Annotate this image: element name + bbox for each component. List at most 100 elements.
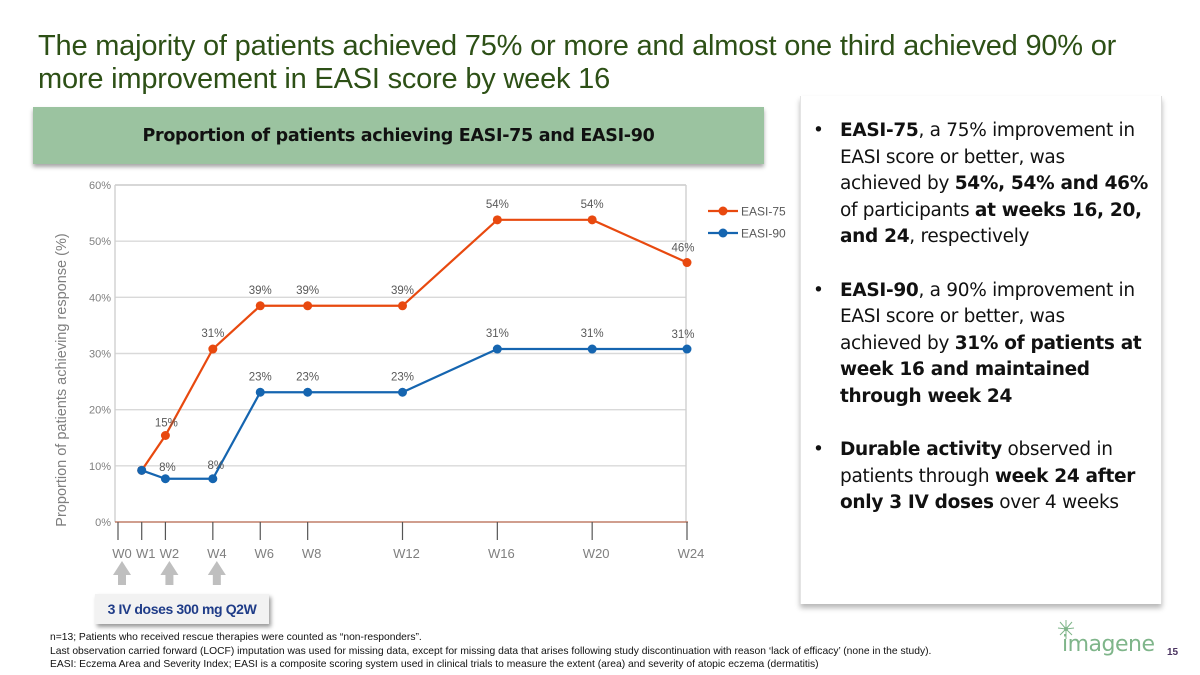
finding-bullet: • Durable activity observed in patients t… (811, 437, 1151, 517)
page-number: 15 (1167, 647, 1179, 658)
footnote: Last observation carried forward (LOCF) … (50, 645, 932, 657)
x-tick-label: W6 (255, 546, 275, 561)
y-tick-label: 10% (89, 461, 111, 473)
legend-label: EASI-90 (741, 227, 786, 241)
data-point (255, 301, 265, 311)
x-tick-label: W1 (136, 546, 156, 561)
x-tick-label: W12 (393, 546, 420, 561)
x-tick-label: W24 (678, 546, 705, 561)
data-label: 31% (486, 328, 509, 340)
bullet-emphasis: EASI-90 (840, 279, 919, 301)
bullet-emphasis: week 24 after only 3 IV doses (840, 465, 1136, 514)
dandelion-icon (1057, 620, 1075, 639)
company-logo: imagene (1057, 620, 1155, 657)
data-label: 54% (486, 199, 509, 211)
chart-banner: Proportion of patients achieving EASI-75… (33, 107, 764, 164)
data-label: 31% (201, 328, 224, 340)
data-point (137, 465, 147, 475)
data-labels: 15% 31% 39% 39% 39% 54% 54% 46% 8% 8% 23% 23% 23% 31%… (155, 199, 695, 474)
data-point (587, 215, 597, 225)
y-axis-ticks: 0% 10% 20% 30% 40% 50% 60% (89, 180, 111, 529)
x-tick-label: W0 (112, 546, 132, 561)
data-label: 23% (391, 371, 414, 383)
key-findings-list: • EASI-75, a 75% improvement in EASI scor… (811, 118, 1151, 544)
finding-bullet: • EASI-75, a 75% improvement in EASI scor… (811, 118, 1151, 251)
data-point (682, 258, 692, 268)
y-tick-label: 40% (89, 292, 111, 304)
data-label: 46% (671, 243, 694, 255)
data-point (160, 474, 170, 484)
bullet-icon: • (813, 120, 824, 141)
finding-bullet: • EASI-90, a 90% improvement in EASI scor… (811, 278, 1151, 411)
bullet-emphasis: 31% of patients at week 16 and maintaine… (840, 332, 1142, 407)
data-label: 23% (296, 371, 319, 383)
data-point (682, 344, 692, 354)
dose-annotation-box: 3 IV doses 300 mg Q2W (95, 594, 269, 624)
data-label: 8% (159, 462, 176, 474)
bullet-text: , respectively (909, 226, 1030, 247)
legend: EASI-75 EASI-90 (708, 205, 786, 241)
bullet-emphasis: Durable activity (840, 439, 1002, 460)
footnote: EASI: Eczema Area and Severity Index; EA… (50, 659, 819, 670)
logo-text: imagene (1062, 632, 1155, 657)
data-point (398, 301, 407, 311)
footnotes: n=13; Patients who received rescue thera… (50, 631, 1050, 672)
data-label: 31% (671, 329, 694, 341)
y-tick-label: 50% (89, 236, 111, 248)
bullet-icon: • (813, 439, 824, 460)
y-tick-label: 60% (89, 180, 111, 192)
arrow-up-icon (207, 561, 226, 585)
data-label: 23% (249, 371, 272, 383)
data-label: 54% (581, 199, 604, 211)
legend-marker (718, 228, 728, 238)
y-tick-label: 0% (95, 517, 111, 529)
bullet-emphasis: 54%, 54% and 46% (954, 173, 1149, 194)
data-label: 15% (155, 418, 178, 430)
bullet-text: observed in patients through (840, 439, 1113, 487)
slide-title: The majority of patients achieved 75% or… (38, 30, 1117, 95)
key-findings-panel: • EASI-75, a 75% improvement in EASI scor… (800, 96, 1162, 604)
bullet-text: over 4 weeks (993, 492, 1119, 513)
bullet-emphasis: at weeks 16, 20, and 24 (840, 199, 1142, 248)
data-point (208, 344, 218, 354)
x-tick-label: W2 (160, 546, 180, 561)
series (137, 215, 692, 484)
x-tick-label: W16 (488, 546, 515, 561)
x-axis-ticks: W0 W1 W2 W4 W6 W8 W12 W16 W20 W24 (112, 521, 705, 561)
bullet-emphasis: EASI-75 (840, 120, 919, 141)
data-point (303, 301, 313, 311)
bullet-text: , a 75% improvement in EASI score or bet… (840, 120, 1135, 194)
line-chart: 0%10%20%30%40%50%60% W0 W1 W2 W4 W6 W8 W12 W16 W… (54, 180, 786, 585)
data-label: 31% (581, 328, 604, 340)
series-line-easi-75 (140, 218, 688, 471)
data-label: 39% (249, 285, 272, 297)
data-label: 39% (296, 285, 319, 297)
gridlines (114, 184, 687, 522)
chart-title: Proportion of patients achieving EASI-75… (142, 125, 655, 146)
data-point (208, 474, 218, 484)
data-point (492, 215, 502, 225)
data-point (160, 431, 170, 441)
y-tick-label: 20% (89, 405, 111, 417)
bullet-text: of participants (840, 199, 975, 221)
data-label: 8% (208, 460, 225, 472)
bullet-text: , a 90% improvement in EASI score or bet… (840, 279, 1135, 354)
x-tick-label: W8 (302, 546, 322, 561)
y-axis-label: Proportion of patients achieving respons… (54, 233, 70, 526)
y-tick-label: 30% (89, 349, 111, 361)
data-point (303, 387, 313, 397)
x-tick-label: W20 (583, 546, 610, 561)
bullet-icon: • (813, 279, 824, 301)
data-point (587, 344, 597, 354)
arrow-up-icon (160, 561, 179, 585)
legend-marker (718, 206, 728, 216)
data-point (255, 387, 265, 397)
dose-arrows (113, 561, 226, 585)
dose-annotation-label: 3 IV doses 300 mg Q2W (107, 601, 257, 617)
data-point (492, 344, 502, 354)
data-label: 39% (391, 285, 414, 297)
legend-label: EASI-75 (741, 205, 786, 219)
x-tick-label: W4 (207, 546, 227, 561)
data-point (398, 387, 407, 397)
arrow-up-icon (113, 561, 131, 585)
